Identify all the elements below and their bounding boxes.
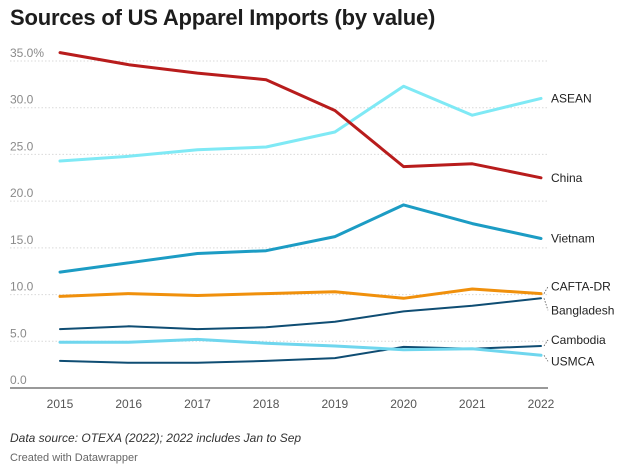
- series-line-asean: [58, 84, 543, 163]
- y-tick-label: 5.0: [10, 326, 27, 340]
- series-label: Cambodia: [551, 333, 606, 347]
- y-tick-label: 15.0: [10, 233, 34, 247]
- label-leader-line: [543, 298, 549, 311]
- y-tick-label: 10.0: [10, 280, 34, 294]
- x-tick-label: 2021: [459, 397, 486, 411]
- series-label: Vietnam: [551, 232, 595, 246]
- series-line-usmca: [58, 337, 543, 357]
- credit-line: Created with Datawrapper: [10, 452, 138, 464]
- label-leader-line: [543, 355, 549, 362]
- chart-title: Sources of US Apparel Imports (by value): [10, 5, 436, 30]
- x-tick-label: 2022: [528, 397, 555, 411]
- label-leader-line: [543, 339, 549, 347]
- y-tick-label: 35.0%: [10, 46, 44, 60]
- y-tick-label: 20.0: [10, 186, 34, 200]
- series-line-vietnam: [58, 203, 543, 274]
- series-label: Bangladesh: [551, 303, 614, 317]
- series-line-bangladesh: [59, 297, 542, 331]
- x-tick-label: 2016: [115, 397, 142, 411]
- series-label: ASEAN: [551, 91, 592, 105]
- series-line-china: [58, 51, 543, 180]
- y-tick-label: 25.0: [10, 139, 34, 153]
- label-leader-line: [543, 286, 549, 294]
- x-tick-label: 2017: [184, 397, 211, 411]
- x-tick-label: 2015: [47, 397, 74, 411]
- series-label: CAFTA-DR: [551, 280, 611, 294]
- x-tick-label: 2018: [253, 397, 280, 411]
- series-line-cafta-dr: [58, 287, 543, 300]
- x-tick-label: 2019: [322, 397, 349, 411]
- series-label: USMCA: [551, 354, 594, 368]
- x-tick-label: 2020: [390, 397, 417, 411]
- y-tick-label: 0.0: [10, 373, 27, 387]
- data-source-note: Data source: OTEXA (2022); 2022 includes…: [10, 431, 302, 445]
- y-tick-label: 30.0: [10, 93, 34, 107]
- series-label: China: [551, 171, 583, 185]
